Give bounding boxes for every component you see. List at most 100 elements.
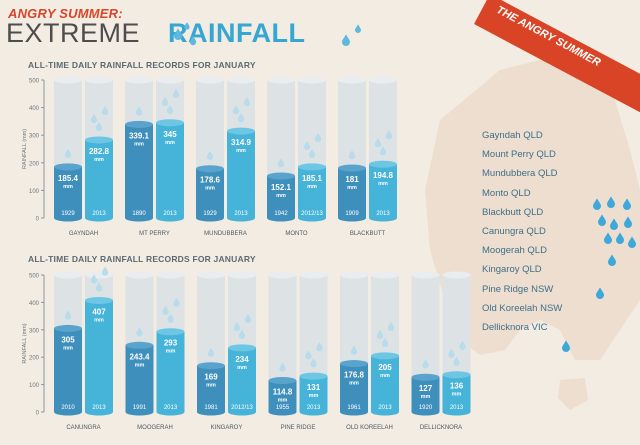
value-label: 136 (450, 382, 464, 391)
rain-drop (376, 329, 384, 340)
rain-drop (459, 340, 466, 350)
legend-item: Canungra QLD (482, 225, 546, 237)
rainfall-bar (340, 363, 368, 412)
bar-base (227, 214, 255, 222)
rainfall-bar (299, 376, 328, 412)
bar-base (340, 408, 368, 416)
bar-base (298, 214, 326, 222)
unit-label: mm (421, 394, 431, 400)
empty-cylinder-top (197, 271, 225, 279)
unit-label: mm (63, 184, 73, 190)
bar-top (371, 352, 399, 360)
category-label: BLACKBUTT (350, 231, 386, 237)
bar-base (411, 408, 440, 416)
title-main: EXTREME (6, 18, 141, 48)
empty-cylinder-top (227, 76, 255, 84)
empty-cylinder-top (442, 271, 471, 279)
value-label: 293 (164, 339, 178, 348)
unit-label: mm (380, 373, 390, 379)
y-tick-label: 400 (29, 106, 40, 112)
bar-top (54, 163, 82, 171)
empty-cylinder-top (196, 76, 224, 84)
rain-drop (173, 297, 180, 307)
year-label: 1920 (419, 405, 433, 411)
unit-label: mm (309, 393, 319, 399)
legend-item: Old Koreelah NSW (482, 302, 563, 314)
rain-drop (162, 305, 169, 315)
bar-top (338, 164, 366, 172)
unit-label: mm (166, 349, 176, 355)
bar-top (369, 160, 397, 168)
unit-label: mm (307, 184, 317, 190)
category-label: DELLICKNORA (420, 425, 462, 431)
y-tick-label: 300 (29, 134, 40, 140)
value-label: 127 (419, 384, 433, 393)
rain-drop (303, 140, 311, 151)
rain-drop (136, 327, 143, 337)
rainfall-bar (411, 377, 440, 412)
rain-drop (232, 105, 240, 115)
unit-label: mm (206, 383, 216, 389)
bar-base (268, 408, 297, 416)
bar-base (338, 214, 366, 222)
year-label: 2013 (163, 211, 177, 217)
year-label: 2013 (307, 405, 321, 411)
rainfall-bar (338, 168, 366, 218)
title-drop (189, 35, 197, 46)
y-tick-label: 200 (29, 356, 40, 362)
year-label: 2013 (450, 405, 464, 411)
value-label: 282.8 (89, 147, 110, 156)
year-label: 2013 (234, 211, 248, 217)
rain-drop (316, 342, 323, 352)
rain-drop (277, 157, 285, 168)
rainfall-bar (371, 355, 399, 412)
rain-drop (161, 96, 169, 106)
rain-drop (243, 97, 251, 107)
map-drop (598, 214, 606, 226)
bar-base (299, 408, 328, 416)
legend-item: Gayndah QLD (482, 130, 543, 141)
value-label: 131 (307, 383, 321, 392)
rain-drop (305, 350, 312, 360)
category-label: MOOGERAH (137, 425, 173, 431)
year-label: 2012/13 (231, 405, 253, 411)
y-axis-label: RAINFALL (mm) (22, 323, 28, 363)
rain-drop (90, 113, 98, 124)
map-drop (624, 216, 632, 228)
legend-item: Mount Perry QLD (482, 149, 556, 161)
rain-drop (314, 132, 322, 143)
empty-cylinder-top (156, 271, 185, 279)
value-label: 234 (235, 355, 249, 364)
rainfall-bar (197, 365, 225, 412)
location-legend: Gayndah QLD Mount Perry QLD Mundubbera Q… (482, 126, 562, 337)
value-label: 185.4 (58, 174, 79, 183)
year-label: 2010 (61, 405, 75, 411)
empty-cylinder-top (299, 271, 328, 279)
unit-label: mm (94, 157, 104, 163)
rain-drop (238, 329, 246, 340)
y-tick-label: 0 (36, 217, 40, 223)
title-drop (174, 28, 182, 40)
rain-drop (64, 148, 72, 159)
category-label: PINE RIDGE (281, 425, 316, 431)
empty-cylinder-top (369, 76, 397, 84)
bar-top (411, 373, 440, 381)
legend-item: Moogerah QLD (482, 245, 547, 257)
bar-base (197, 408, 225, 416)
bar-top (299, 372, 328, 380)
map-drop (616, 232, 624, 244)
rain-drop (350, 345, 358, 355)
year-label: 2013 (92, 405, 106, 411)
empty-cylinder-top (338, 76, 366, 84)
rainfall-bar (298, 166, 326, 218)
unit-label: mm (135, 362, 145, 368)
bar-top (196, 165, 224, 173)
bar-base (125, 214, 153, 222)
rain-drop (381, 337, 389, 348)
empty-cylinder-top (125, 271, 154, 279)
value-label: 243.4 (129, 352, 150, 361)
rain-drop (64, 310, 72, 320)
y-tick-label: 500 (29, 79, 40, 85)
rain-drop (233, 321, 241, 332)
